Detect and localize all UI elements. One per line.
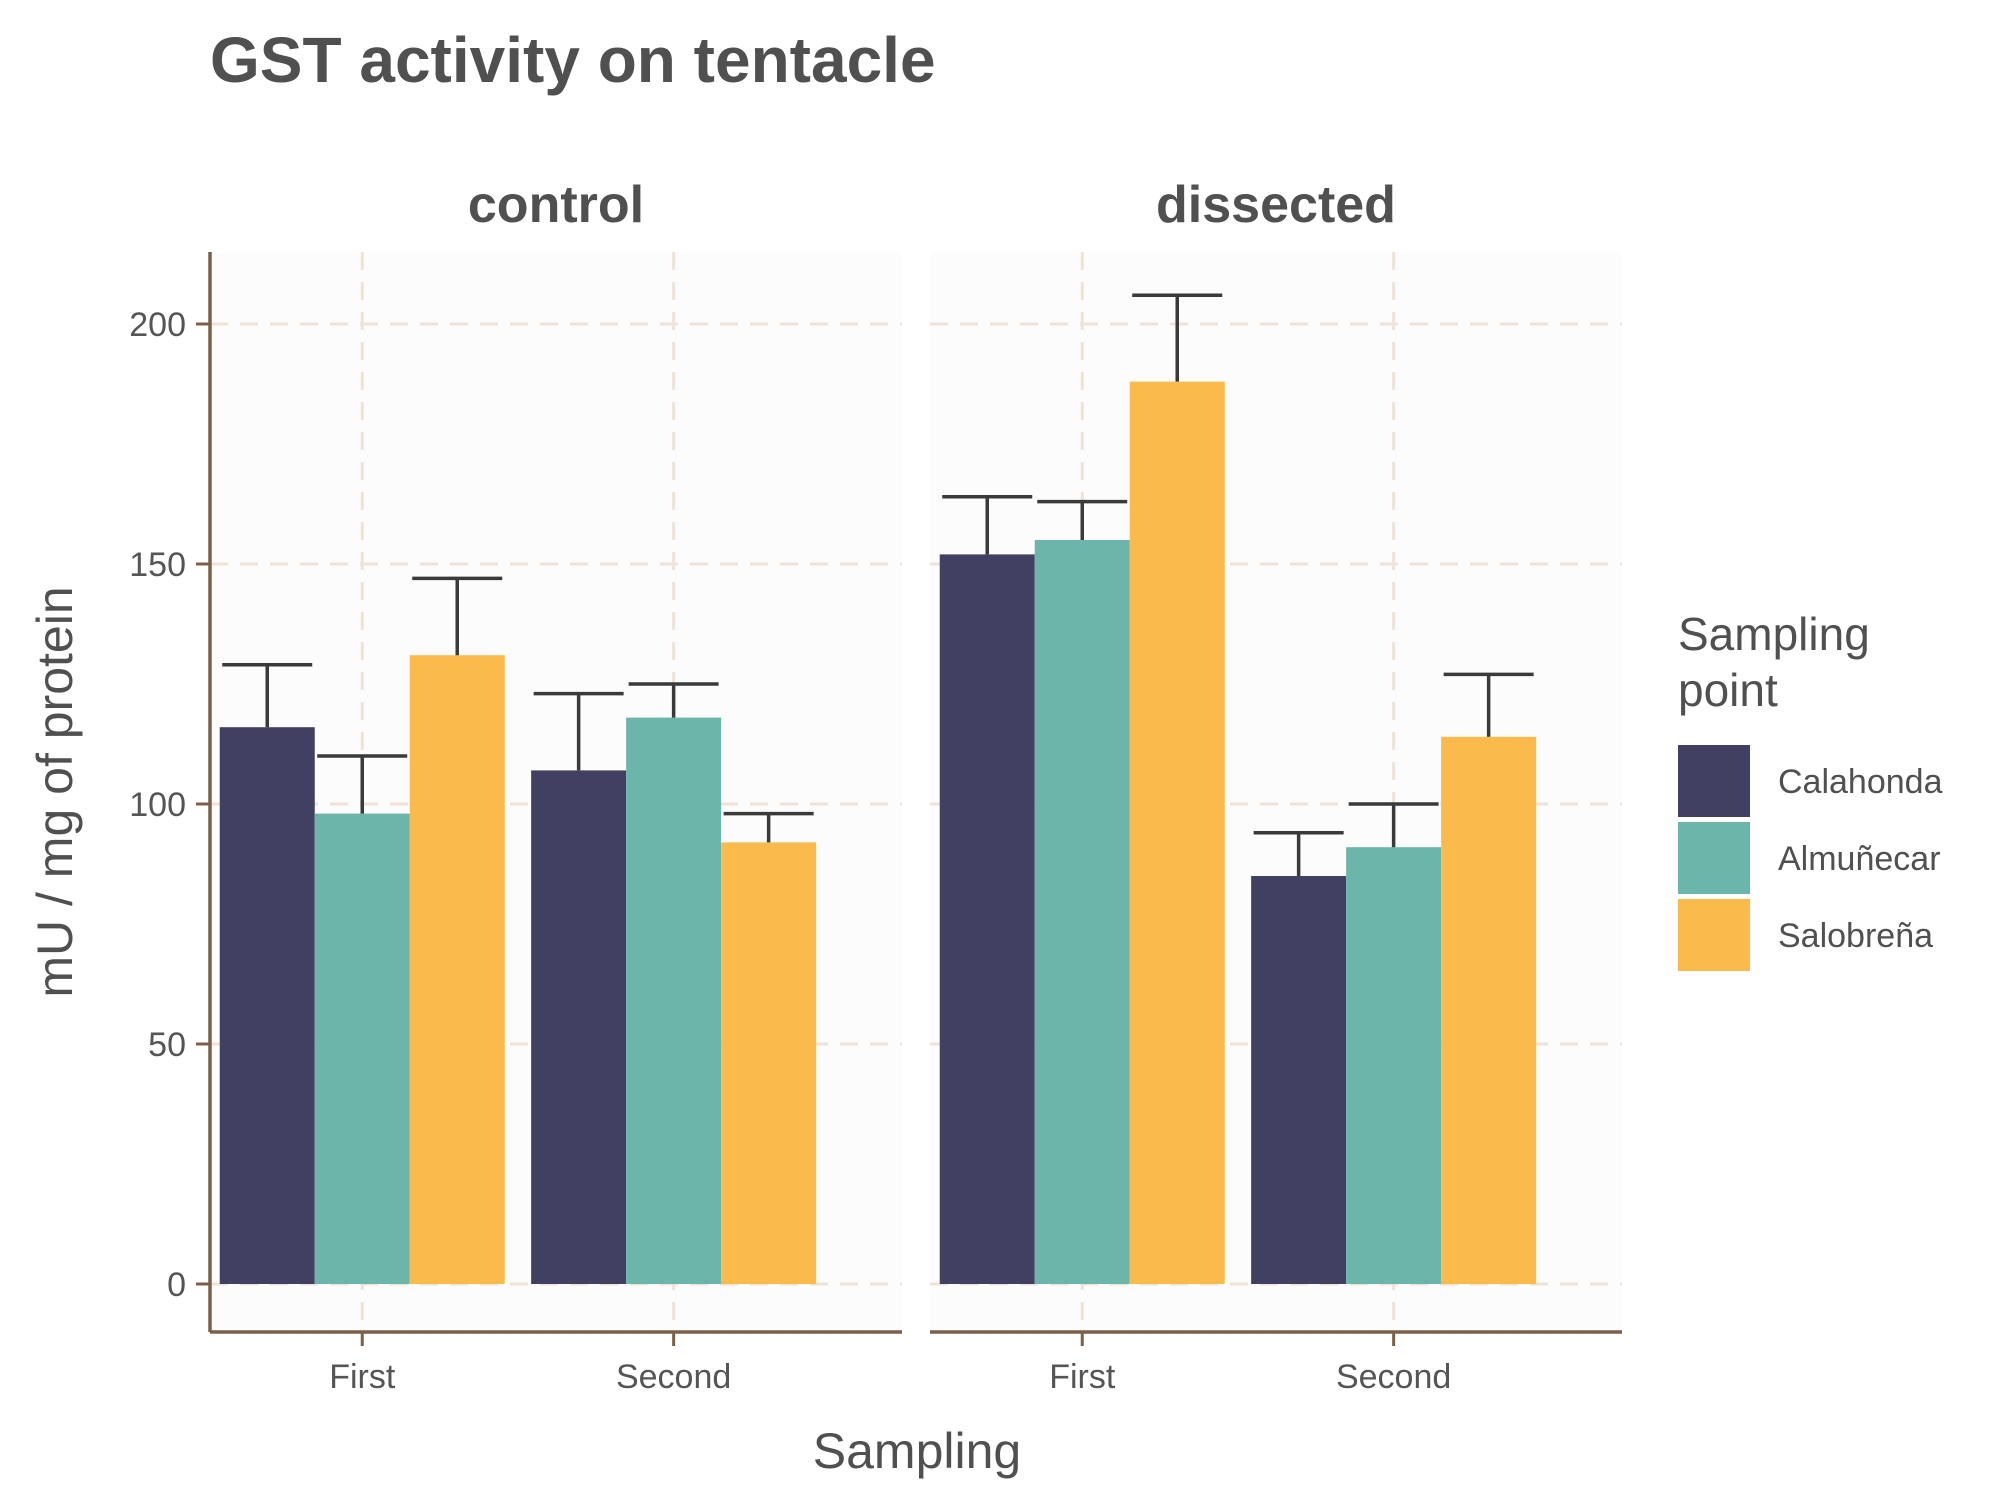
- bar: [409, 655, 505, 1284]
- bar: [1129, 381, 1225, 1285]
- legend-swatch: [1678, 899, 1750, 971]
- legend-swatch: [1678, 822, 1750, 894]
- bar: [531, 770, 627, 1284]
- x-axis-title: Sampling: [813, 1423, 1021, 1479]
- y-tick-label: 200: [129, 306, 186, 344]
- legend-title: point: [1678, 664, 1778, 716]
- panel-control: control First Second: [210, 176, 902, 1396]
- facet-label: dissected: [1156, 176, 1396, 234]
- y-tick-label: 0: [167, 1266, 186, 1304]
- facet-panels: control First Second dissected First Second: [210, 176, 1622, 1396]
- y-axis: 0 50 100 150 200: [129, 252, 212, 1332]
- bar: [219, 727, 315, 1284]
- bar: [939, 554, 1035, 1284]
- facet-label: control: [468, 176, 644, 234]
- y-tick-label: 150: [129, 546, 186, 584]
- panel-dissected: dissected First Second: [930, 176, 1622, 1396]
- y-axis-title: mU / mg of protein: [27, 586, 83, 997]
- bar: [721, 842, 817, 1284]
- bar: [314, 813, 410, 1284]
- legend-title: Sampling: [1678, 608, 1870, 660]
- y-tick-label: 50: [148, 1026, 186, 1064]
- legend-label: Salobreña: [1778, 917, 1933, 955]
- bar: [626, 717, 722, 1284]
- y-tick-label: 100: [129, 786, 186, 824]
- bar: [1034, 540, 1130, 1284]
- x-tick-label: First: [329, 1358, 396, 1396]
- x-tick-label: First: [1049, 1358, 1116, 1396]
- bar: [1441, 736, 1537, 1284]
- bar: [1251, 876, 1347, 1284]
- legend-swatch: [1678, 745, 1750, 817]
- bar: [1346, 847, 1442, 1284]
- legend-label: Almuñecar: [1778, 840, 1941, 878]
- chart-title: GST activity on tentacle: [210, 24, 936, 96]
- x-tick-label: Second: [616, 1358, 731, 1396]
- legend-label: Calahonda: [1778, 763, 1943, 801]
- x-tick-label: Second: [1336, 1358, 1451, 1396]
